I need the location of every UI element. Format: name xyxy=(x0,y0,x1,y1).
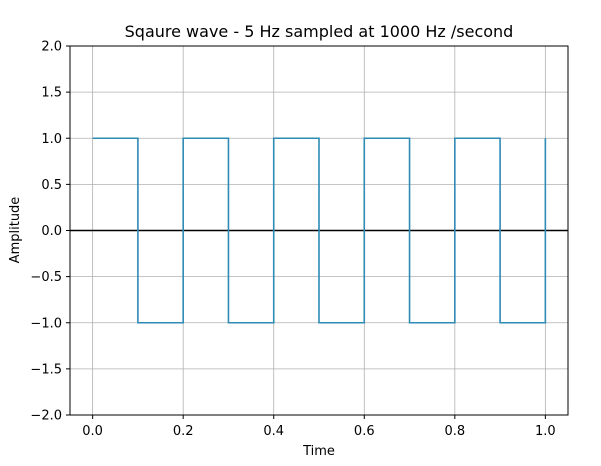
x-axis: 0.0 0.2 0.4 0.6 0.8 1.0 xyxy=(82,415,556,439)
y-tick-label: −1.0 xyxy=(30,316,62,331)
x-tick-label: 0.8 xyxy=(444,424,465,439)
y-tick-label: −2.0 xyxy=(30,409,62,424)
y-tick-label: −0.5 xyxy=(30,270,62,285)
x-tick-label: 0.2 xyxy=(173,424,194,439)
y-tick-label: 1.0 xyxy=(41,132,62,147)
x-tick-label: 0.4 xyxy=(263,424,284,439)
series-group xyxy=(92,137,547,324)
y-tick-label: 2.0 xyxy=(41,40,62,55)
x-axis-label: Time xyxy=(302,444,335,459)
y-axis: −2.0 −1.5 −1.0 −0.5 0.0 0.5 1.0 1.5 2.0 xyxy=(30,40,70,424)
x-tick-label: 0.0 xyxy=(82,424,103,439)
y-tick-label: −1.5 xyxy=(30,362,62,377)
chart-title: Sqaure wave - 5 Hz sampled at 1000 Hz /s… xyxy=(125,22,514,41)
y-tick-label: 0.5 xyxy=(41,178,62,193)
y-tick-label: 0.0 xyxy=(41,224,62,239)
y-axis-label: Amplitude xyxy=(8,197,23,264)
series-line xyxy=(92,137,547,324)
x-tick-label: 1.0 xyxy=(535,424,556,439)
x-tick-label: 0.6 xyxy=(354,424,375,439)
y-tick-label: 1.5 xyxy=(41,86,62,101)
